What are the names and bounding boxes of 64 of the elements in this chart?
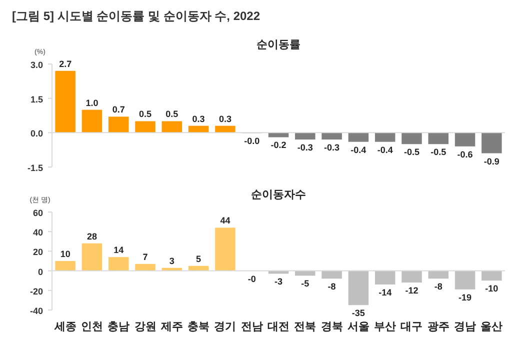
data-label: -35 [352,308,365,318]
data-label: -5 [301,278,310,289]
data-label: -0.3 [297,142,313,153]
data-label: -8 [434,282,442,292]
y-tick-label: 60 [32,208,43,218]
data-label: 2.7 [59,58,72,69]
data-label: 14 [114,245,124,256]
data-label: 44 [220,216,230,226]
data-label: -0.4 [377,144,393,155]
data-label: -0.4 [350,144,366,155]
x-tick-label: 충남 [108,321,130,333]
data-label: -0.9 [484,156,500,166]
x-tick-label: 울산 [480,321,503,333]
y-tick-label: 1.5 [30,94,43,104]
y-tick-label: 3.0 [30,60,43,70]
data-label: -19 [458,292,472,302]
data-label: 0.5 [166,109,178,120]
data-label: -0 [248,274,256,284]
x-tick-label: 충북 [188,321,210,333]
data-label: -14 [378,288,392,298]
x-tick-label: 부산 [374,321,396,333]
y-tick-label: -1.5 [27,163,43,173]
x-tick-label: 대구 [400,321,423,333]
x-tick-label: 전북 [294,321,316,333]
x-tick-label: 전남 [240,321,263,333]
data-label: -12 [405,286,418,296]
data-label: 5 [196,254,202,264]
x-tick-label: 경남 [454,321,476,333]
x-tick-label: 경기 [214,321,236,333]
data-label: 0.7 [112,104,125,115]
y-tick-label: 20 [32,247,43,258]
data-label: 0.3 [192,114,205,124]
x-tick-label: 경북 [320,321,343,333]
data-label: 1.0 [86,98,98,108]
data-label: -0.5 [430,147,446,158]
y-tick-label: -20 [30,286,43,296]
y-tick-label: 0.0 [30,128,43,139]
y-tick-label: 0 [38,266,43,277]
data-label: -8 [328,282,336,292]
x-tick-label: 제주 [160,321,183,333]
x-tick-label: 세종 [53,321,76,333]
data-label: 0.3 [218,114,232,124]
data-label: 0.5 [139,109,152,120]
x-tick-label: 광주 [427,321,450,333]
data-label: 3 [169,256,174,266]
data-label: 28 [86,231,97,242]
data-label: -0.2 [270,140,286,150]
data-label: 10 [60,249,70,259]
x-tick-label: 서울 [347,321,370,333]
chart-title: 순이동자수 [251,189,306,201]
chart-title: [그림 5] 시도별 순이동률 및 순이동자 수, 2022 [12,9,260,23]
data-label: -0.6 [457,149,473,160]
x-tick-label: 강원 [134,321,156,333]
data-label: -0.5 [404,147,420,158]
data-label: 7 [142,252,148,262]
data-label: -3 [274,276,283,287]
x-tick-label: 인천 [80,321,103,333]
chart-subtitle: 순이동률 [256,39,300,51]
x-tick-label: 대전 [268,321,290,333]
data-label: -0.0 [244,136,260,146]
data-label: -0.3 [324,142,340,153]
y-tick-label: 40 [32,228,43,238]
y-tick-label: -40 [30,306,43,316]
data-label: -10 [485,284,498,294]
